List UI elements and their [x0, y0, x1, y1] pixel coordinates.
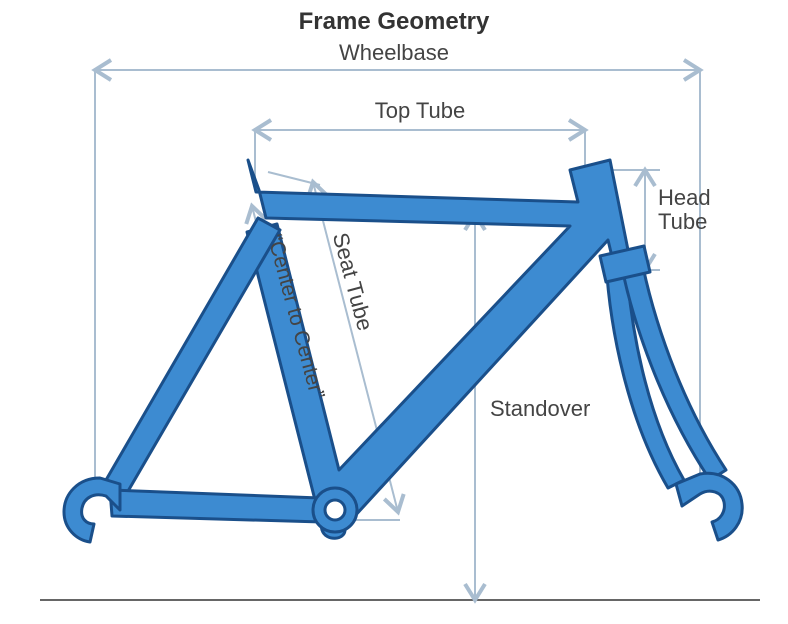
head-tube-label: HeadTube	[658, 186, 711, 234]
wheelbase-label: Wheelbase	[0, 40, 788, 66]
diagram-svg	[0, 0, 788, 624]
head-tube-text: HeadTube	[658, 185, 711, 234]
top-tube-dimension	[255, 130, 585, 180]
bike-frame	[64, 160, 742, 542]
bb-hole	[325, 500, 345, 520]
frame-geometry-diagram: Frame Geometry	[0, 0, 788, 624]
chain-stay	[110, 490, 322, 522]
seat-stay	[106, 218, 280, 498]
standover-label: Standover	[490, 396, 590, 422]
front-dropout	[676, 473, 742, 540]
top-tube-label: Top Tube	[255, 98, 585, 124]
